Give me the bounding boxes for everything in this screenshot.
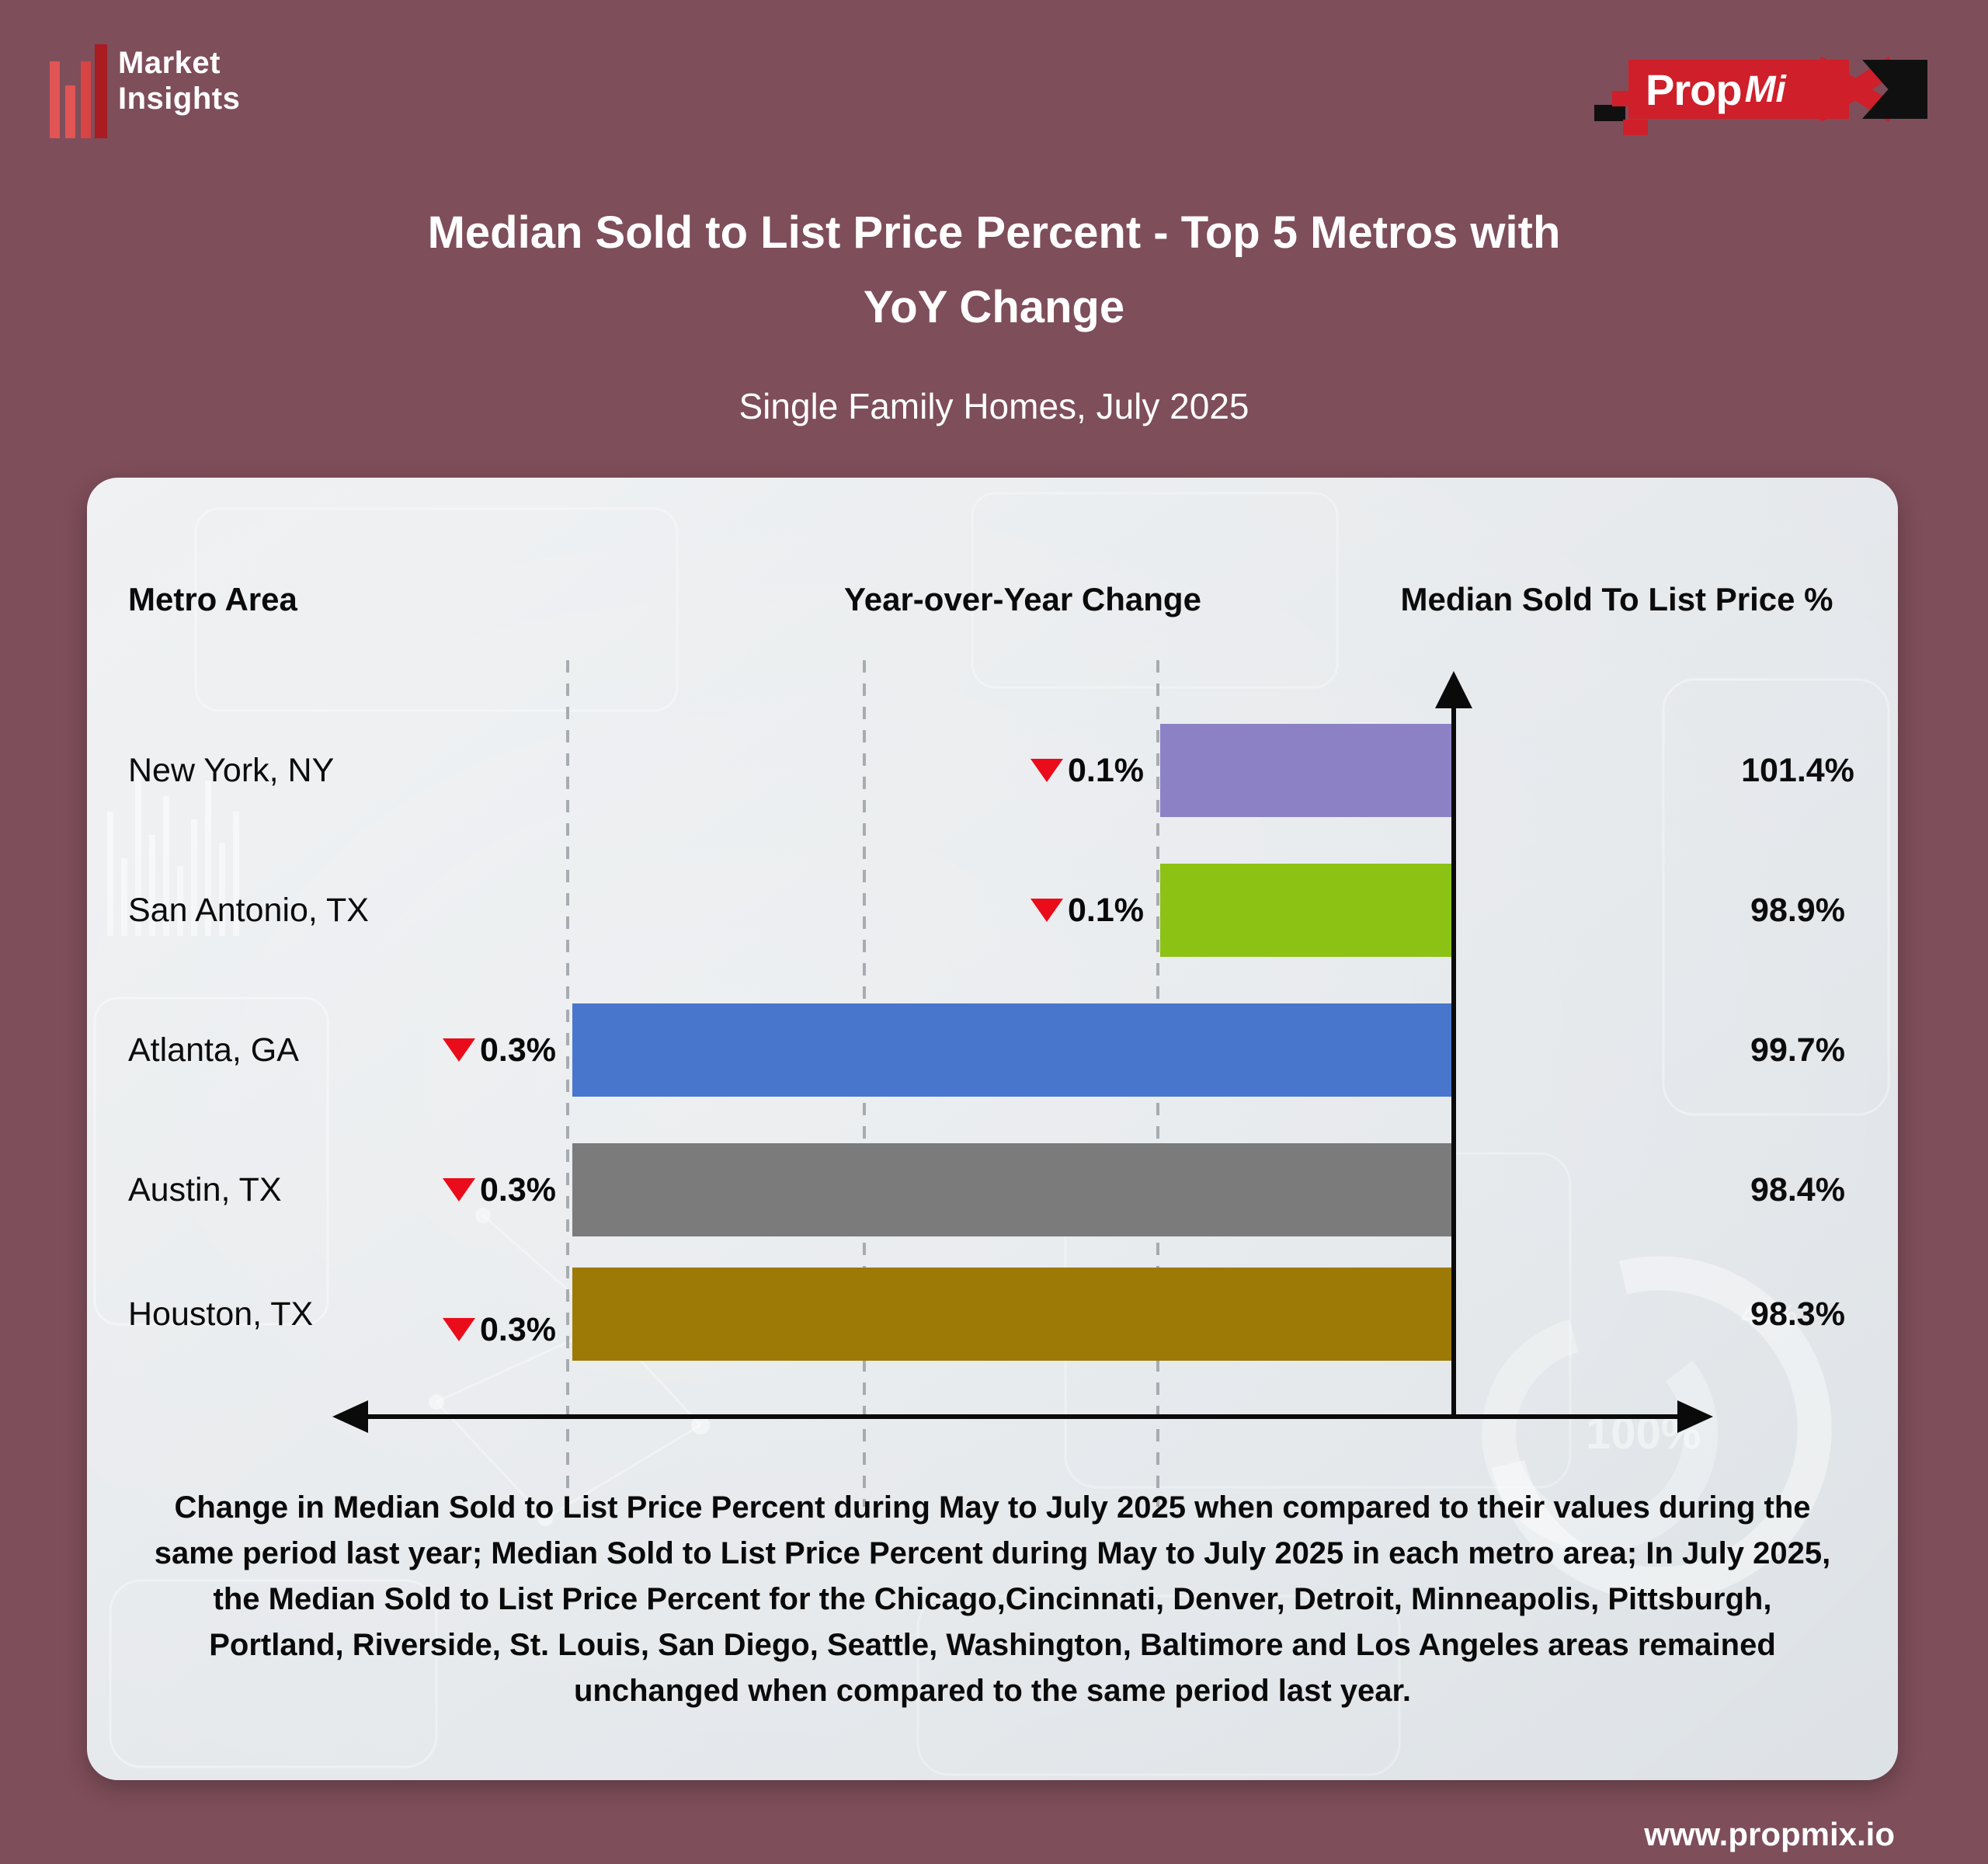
logo-bar: [95, 44, 107, 138]
yoy-change-value: 0.1%: [1067, 751, 1144, 789]
yoy-change-san-antonio: 0.1%: [833, 887, 1144, 934]
gridline-minus-0-3: [566, 660, 569, 1507]
yoy-change-atlanta: 0.3%: [245, 1027, 556, 1073]
column-header-metro-area: Metro Area: [128, 581, 297, 617]
bar-houston: [572, 1268, 1454, 1361]
value-label-san-antonio: 98.9%: [1750, 892, 1845, 929]
yoy-change-value: 0.1%: [1067, 891, 1144, 929]
footnote: Change in Median Sold to List Price Perc…: [154, 1490, 1831, 1708]
logo-word-insights: Insights: [118, 82, 241, 116]
logo-bar: [50, 61, 60, 138]
propmix-pixel-black: [1594, 105, 1625, 121]
down-triangle-icon: [1030, 899, 1063, 922]
down-triangle-icon: [442, 1038, 475, 1062]
value-label-new-york: 101.4%: [1741, 752, 1854, 789]
yoy-change-new-york: 0.1%: [833, 747, 1144, 794]
column-header-yoy-change: Year-over-Year Change: [844, 581, 1201, 617]
bar-austin: [572, 1143, 1454, 1236]
yoy-change-value: 0.3%: [479, 1170, 556, 1208]
propmix-red-box: Prop Mi: [1628, 60, 1849, 119]
column-header-median-price: Median Sold To List Price %: [1400, 581, 1833, 617]
propmix-mi-text: Mi: [1744, 68, 1786, 110]
bar-new-york: [1160, 724, 1454, 817]
page-title: Median Sold to List Price Percent - Top …: [427, 207, 1561, 332]
metro-label-new-york: New York, NY: [128, 752, 335, 789]
bar-atlanta: [572, 1003, 1454, 1097]
vertical-axis: [1451, 703, 1456, 1419]
yoy-change-value: 0.3%: [479, 1031, 556, 1069]
logo-word-market: Market: [118, 46, 221, 80]
propmix-prop-text: Prop: [1646, 64, 1743, 114]
yoy-change-houston: 0.3%: [245, 1306, 556, 1353]
propmix-pixel-red: [1612, 91, 1635, 106]
logo-wordmark: Market Insights: [118, 45, 240, 116]
metro-label-san-antonio: San Antonio, TX: [128, 892, 369, 929]
horizontal-axis-right-arrowhead: [1677, 1400, 1713, 1433]
logo-bar: [65, 85, 75, 138]
value-label-austin: 98.4%: [1750, 1171, 1845, 1208]
bar-chart-icon: [47, 39, 116, 138]
yoy-change-value: 0.3%: [479, 1310, 556, 1348]
horizontal-axis: [351, 1414, 1682, 1419]
logo-bar: [81, 61, 91, 138]
website-url: www.propmix.io: [1644, 1816, 1895, 1852]
market-insights-logo: Market Insights: [47, 39, 481, 148]
down-triangle-icon: [1030, 759, 1063, 782]
propmix-logo: [1584, 31, 1941, 140]
value-label-atlanta: 99.7%: [1750, 1031, 1845, 1069]
vertical-axis-arrowhead: [1435, 671, 1472, 708]
propmix-pixel-red: [1623, 120, 1648, 135]
horizontal-axis-left-arrowhead: [332, 1400, 368, 1433]
value-label-houston: 98.3%: [1750, 1295, 1845, 1333]
yoy-change-austin: 0.3%: [245, 1167, 556, 1213]
bar-san-antonio: [1160, 864, 1454, 957]
down-triangle-icon: [442, 1178, 475, 1202]
page-subtitle: Single Family Homes, July 2025: [739, 386, 1249, 426]
down-triangle-icon: [442, 1318, 475, 1341]
